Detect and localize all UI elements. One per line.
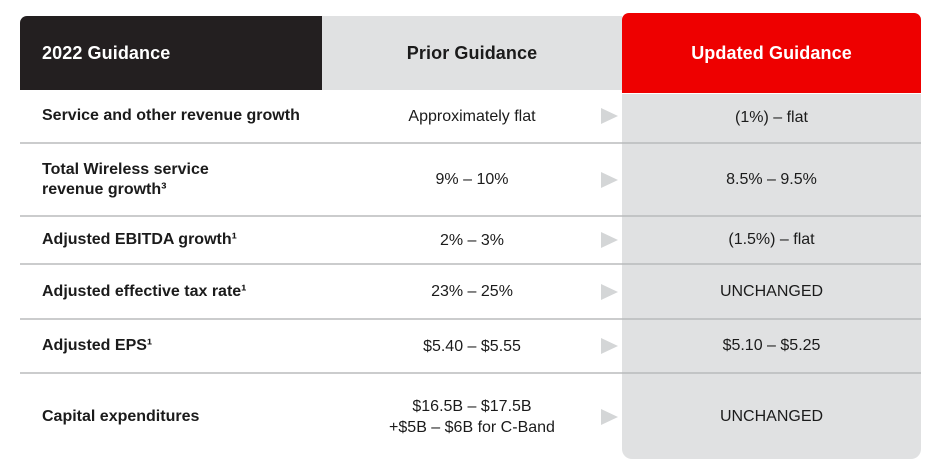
arrow-right-icon bbox=[601, 338, 618, 354]
header-2022-guidance: 2022 Guidance bbox=[20, 16, 322, 90]
prior-value-text: $5.40 – $5.55 bbox=[423, 337, 521, 355]
arrow-right-icon bbox=[601, 283, 618, 300]
header-updated-guidance: Updated Guidance bbox=[622, 13, 921, 93]
prior-value-text: 23% – 25% bbox=[431, 283, 513, 300]
updated-value-wireless-revenue: 8.5% – 9.5% bbox=[622, 144, 921, 217]
arrow-right-icon bbox=[601, 108, 618, 124]
updated-value-text: UNCHANGED bbox=[719, 407, 824, 425]
prior-value-text: Approximately flat bbox=[408, 107, 536, 125]
updated-value-capital-expenditures: UNCHANGED bbox=[622, 374, 921, 459]
updated-value-text: (1.5%) – flat bbox=[728, 231, 815, 248]
arrow-right-icon bbox=[601, 232, 618, 248]
row-label-service-revenue: Service and other revenue growth bbox=[20, 90, 322, 144]
prior-value-text: $16.5B – $17.5B +$5B – $6B for C-Band bbox=[389, 397, 555, 436]
prior-value-adjusted-eps: $5.40 – $5.55 bbox=[322, 320, 622, 374]
updated-value-text: (1%) – flat bbox=[735, 109, 808, 126]
row-label-tax-rate: Adjusted effective tax rate¹ bbox=[20, 265, 322, 320]
row-label-adjusted-eps: Adjusted EPS¹ bbox=[20, 320, 322, 374]
row-label-wireless-revenue: Total Wireless service revenue growth³ bbox=[20, 144, 322, 217]
prior-value-capital-expenditures: $16.5B – $17.5B +$5B – $6B for C-Band bbox=[322, 374, 622, 459]
guidance-table: 2022 Guidance Prior Guidance Updated Gui… bbox=[20, 13, 921, 459]
updated-value-service-revenue: (1%) – flat bbox=[622, 94, 921, 144]
prior-value-ebitda-growth: 2% – 3% bbox=[322, 217, 622, 265]
prior-value-tax-rate: 23% – 25% bbox=[322, 265, 622, 320]
row-label-ebitda-growth: Adjusted EBITDA growth¹ bbox=[20, 217, 322, 265]
updated-value-text: UNCHANGED bbox=[719, 282, 824, 300]
prior-value-service-revenue: Approximately flat bbox=[322, 90, 622, 144]
updated-value-ebitda-growth: (1.5%) – flat bbox=[622, 217, 921, 265]
updated-value-text: $5.10 – $5.25 bbox=[722, 337, 821, 354]
header-prior-guidance: Prior Guidance bbox=[322, 16, 622, 90]
updated-value-adjusted-eps: $5.10 – $5.25 bbox=[622, 320, 921, 374]
updated-value-text: 8.5% – 9.5% bbox=[726, 170, 817, 188]
arrow-right-icon bbox=[601, 171, 618, 188]
prior-value-text: 2% – 3% bbox=[439, 231, 505, 249]
updated-value-tax-rate: UNCHANGED bbox=[622, 265, 921, 320]
row-label-capital-expenditures: Capital expenditures bbox=[42, 407, 200, 425]
prior-value-wireless-revenue: 9% – 10% bbox=[322, 144, 622, 217]
prior-value-text: 9% – 10% bbox=[435, 171, 509, 188]
arrow-right-icon bbox=[601, 408, 618, 425]
